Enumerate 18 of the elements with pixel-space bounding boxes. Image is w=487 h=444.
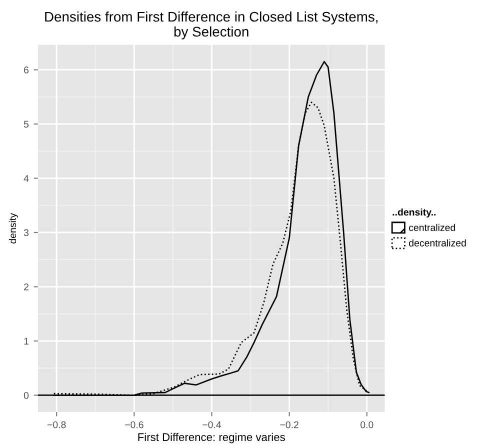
x-tick-label: −0.4 <box>202 421 222 428</box>
y-axis-title: density <box>8 213 18 244</box>
y-tick-label: 1 <box>24 338 28 345</box>
text: centralized <box>409 224 456 232</box>
y-tick-label: 5 <box>24 120 29 128</box>
x-tick-label: −0.2 <box>280 421 298 428</box>
legend-title: ..density.. <box>392 208 436 218</box>
x-axis-title: First Difference: regime varies <box>138 432 285 444</box>
x-tick-label: −0.6 <box>125 421 144 428</box>
y-tick-label: 0 <box>24 392 29 399</box>
x-tick-label: −0.8 <box>47 421 66 428</box>
y-tick-label: 2 <box>24 283 28 290</box>
x-tick-label: 0.0 <box>360 421 374 428</box>
chart-title: Densities from First Difference in Closed List Systems, by Selection <box>45 11 378 40</box>
text: decentralized <box>409 239 466 246</box>
y-tick-label: 4 <box>24 175 29 182</box>
y-tick-label: 3 <box>24 229 29 236</box>
y-tick-label: 6 <box>24 66 29 74</box>
